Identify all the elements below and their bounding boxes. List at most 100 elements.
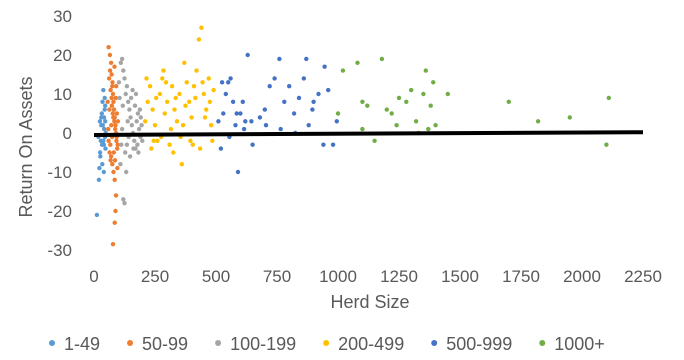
data-point <box>379 56 385 62</box>
data-point <box>604 142 609 147</box>
data-point <box>177 91 182 97</box>
data-point <box>228 76 233 81</box>
data-point <box>257 115 263 120</box>
data-point <box>136 126 142 132</box>
data-point <box>218 146 224 151</box>
data-point <box>262 107 267 112</box>
data-point <box>112 220 117 225</box>
data-point <box>119 142 124 147</box>
data-point <box>101 169 107 175</box>
y-tick-label: 10 <box>53 85 72 104</box>
data-point <box>135 142 140 147</box>
data-point <box>124 169 129 175</box>
data-point <box>147 84 153 89</box>
data-point <box>311 99 316 105</box>
data-point <box>109 123 114 128</box>
data-point <box>100 162 105 167</box>
data-point <box>100 99 105 105</box>
legend-marker <box>49 340 55 346</box>
data-point <box>127 154 133 159</box>
data-point <box>263 123 269 128</box>
data-point <box>114 84 119 89</box>
data-point <box>423 68 428 73</box>
data-point <box>123 91 128 97</box>
data-point <box>125 119 130 124</box>
data-point <box>360 126 365 132</box>
y-tick-label: 30 <box>53 7 72 26</box>
data-point <box>322 64 327 69</box>
legend-item: 100-199 <box>215 334 296 354</box>
data-point <box>326 87 331 93</box>
x-tick-label: 750 <box>263 267 291 286</box>
data-point <box>150 107 155 112</box>
data-point <box>191 84 197 89</box>
x-tick-label: 1250 <box>380 267 418 286</box>
data-point <box>133 91 139 97</box>
legend-marker <box>127 340 134 346</box>
data-point <box>101 138 106 143</box>
legend-label: 1-49 <box>64 334 100 354</box>
x-tick-label: 1750 <box>502 267 540 286</box>
data-point <box>389 111 394 116</box>
data-point <box>334 119 339 124</box>
data-point <box>226 80 231 85</box>
data-point <box>245 52 250 58</box>
legend-item: 50-99 <box>127 334 188 354</box>
data-point <box>184 80 189 85</box>
data-point <box>360 99 365 105</box>
data-point <box>165 99 170 105</box>
data-point <box>111 99 116 105</box>
data-point <box>160 76 165 81</box>
data-point <box>126 99 131 105</box>
data-point <box>172 107 177 112</box>
data-point <box>154 95 159 101</box>
data-point <box>171 150 176 155</box>
data-point <box>101 87 106 93</box>
data-point <box>132 103 138 108</box>
data-point <box>183 103 188 108</box>
data-point <box>330 142 336 147</box>
trend-line <box>93 130 644 137</box>
x-tick-label: 250 <box>141 267 169 286</box>
data-point <box>115 146 120 151</box>
data-point <box>287 84 292 89</box>
legend-marker <box>431 340 438 346</box>
data-point <box>106 45 111 50</box>
legend-label: 500-999 <box>446 334 512 354</box>
data-point <box>282 99 287 105</box>
data-point <box>316 91 321 97</box>
legend-marker <box>215 340 222 346</box>
data-point <box>301 76 306 81</box>
data-point <box>168 126 174 132</box>
data-point <box>296 95 302 101</box>
y-axis-title: Return On Assets <box>16 76 36 217</box>
data-point <box>428 103 433 108</box>
data-point <box>105 99 110 105</box>
data-point <box>167 142 172 147</box>
data-point <box>107 52 113 58</box>
data-point <box>106 138 111 143</box>
plot-area <box>93 25 644 247</box>
data-point <box>221 111 226 116</box>
data-point <box>119 126 125 132</box>
series-500-999 <box>216 52 339 175</box>
x-tick-label: 0 <box>89 267 98 286</box>
data-point <box>116 80 122 85</box>
data-point <box>96 177 102 182</box>
data-point <box>267 84 272 89</box>
data-point <box>149 146 154 151</box>
data-point <box>235 169 241 175</box>
data-point <box>109 103 115 108</box>
data-point <box>94 212 100 218</box>
data-point <box>109 72 114 77</box>
y-axis-ticks: -30 -20 -10 0 10 20 30 <box>47 7 72 260</box>
legend-marker <box>539 340 546 346</box>
data-point <box>99 111 105 116</box>
data-point <box>145 99 150 105</box>
data-point <box>206 76 211 81</box>
data-point <box>321 142 326 147</box>
data-point <box>197 146 203 151</box>
data-point <box>230 99 236 105</box>
data-point <box>174 119 180 124</box>
y-tick-label: -10 <box>47 163 72 182</box>
